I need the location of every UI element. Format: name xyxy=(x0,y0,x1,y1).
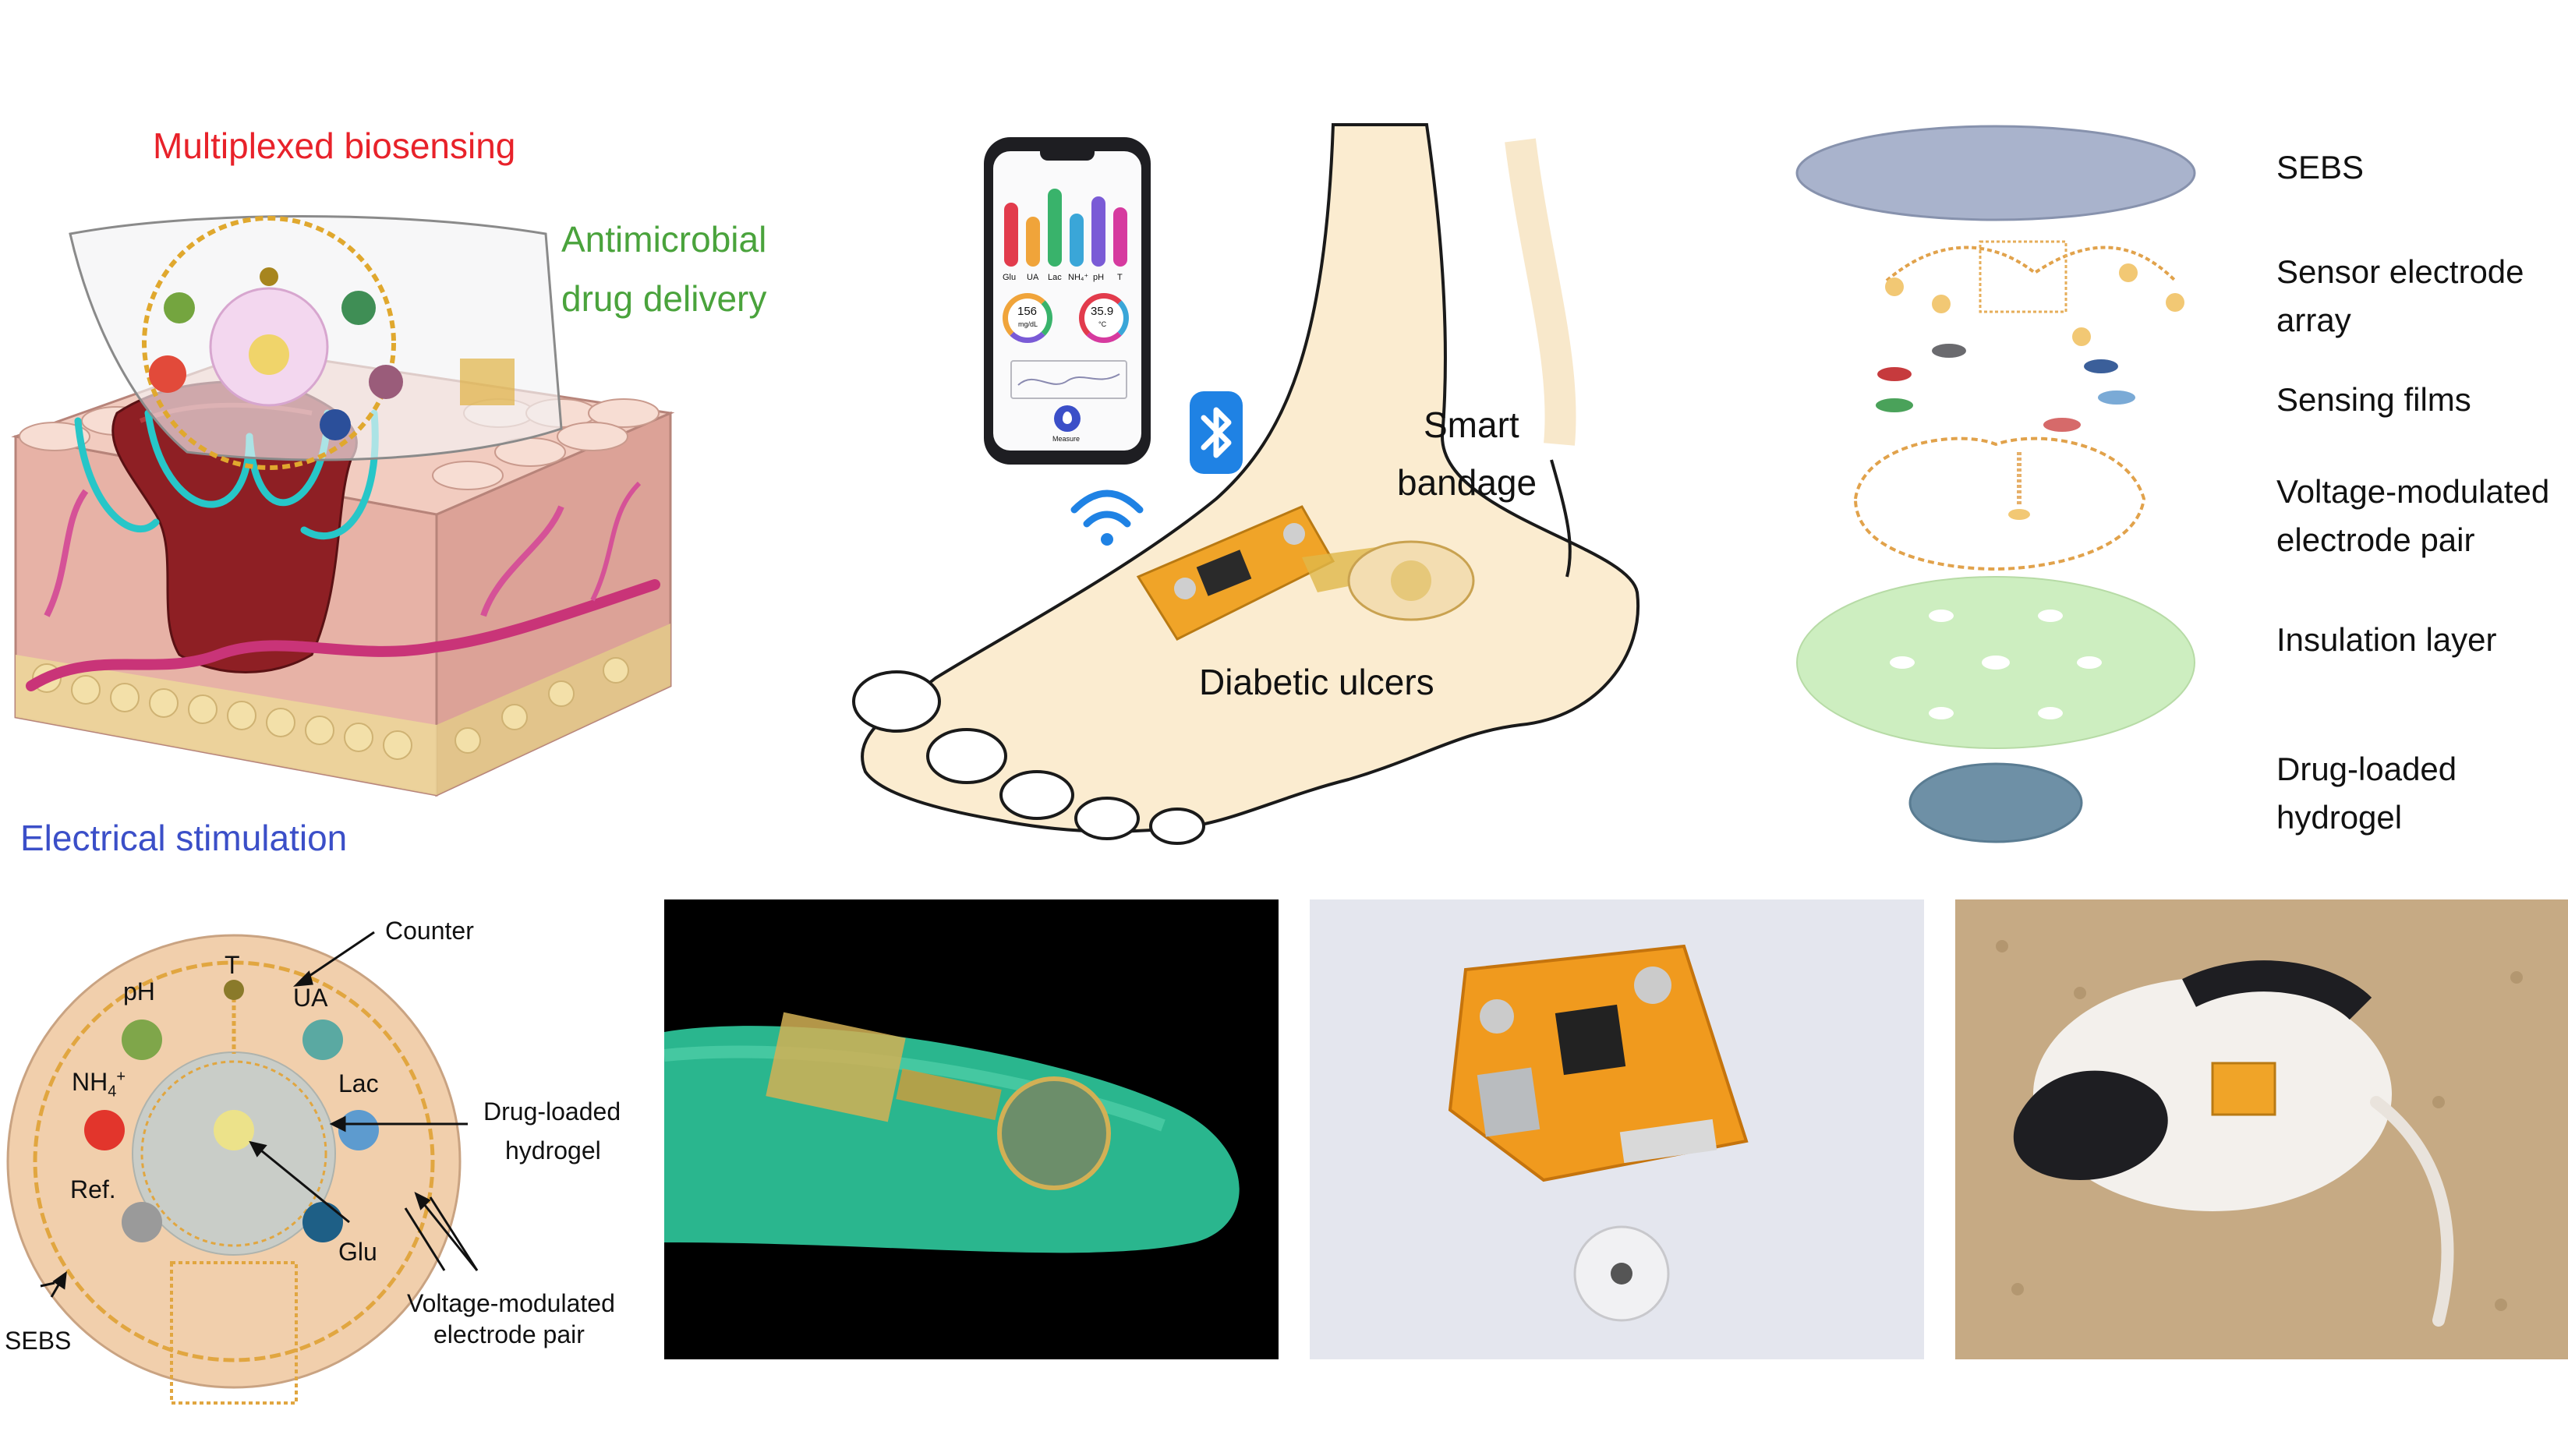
phone-measure-label: Measure xyxy=(1052,435,1081,443)
phone-bar-label-ph: pH xyxy=(1093,273,1105,282)
photo-circuit-board xyxy=(1310,899,1924,1359)
phone-gauge1-unit: mg/dL xyxy=(1018,320,1038,328)
label-nh4: NH4+ xyxy=(72,1068,126,1101)
layer-hydrogel-line1: Drug-loaded xyxy=(2276,751,2457,787)
skin-wound-illustration xyxy=(11,215,675,797)
phone-bar-label-ua: UA xyxy=(1027,273,1039,282)
dot-nh4 xyxy=(84,1110,125,1150)
label-sebs: SEBS xyxy=(5,1327,72,1355)
label-layer-sebs: SEBS xyxy=(2276,143,2364,192)
layer-sensor-line1: Sensor electrode xyxy=(2276,253,2524,290)
label-layer-insulation: Insulation layer xyxy=(2276,616,2497,664)
label-bandage: bandage xyxy=(1397,462,1537,503)
phone-bar-ua xyxy=(1026,217,1040,267)
phone-screen: Glu UA Lac NH₄⁺ pH T 156 mg/dL 35.9 °C M… xyxy=(993,151,1141,451)
label-electrical-stimulation: Electrical stimulation xyxy=(20,818,348,858)
phone-bar-label-nh4: NH₄⁺ xyxy=(1068,273,1089,282)
phone-bar-glu xyxy=(1004,203,1018,267)
phone-gauge1-value: 156 xyxy=(1017,305,1038,318)
smartphone: Glu UA Lac NH₄⁺ pH T 156 mg/dL 35.9 °C M… xyxy=(984,137,1151,465)
label-vm-line1: Voltage-modulated xyxy=(407,1289,615,1317)
phone-bar-t xyxy=(1113,207,1127,267)
dot-lac xyxy=(338,1110,379,1150)
layer-hydrogel-line2: hydrogel xyxy=(2276,799,2403,836)
layer-insulation-text: Insulation layer xyxy=(2276,621,2497,658)
phone-bar-label-lac: Lac xyxy=(1048,273,1062,282)
layer-sebs-text: SEBS xyxy=(2276,149,2365,186)
exploded-layer-stack xyxy=(1795,125,2196,843)
layer-films-text: Sensing films xyxy=(2276,381,2471,418)
droplet-icon xyxy=(1063,412,1072,424)
label-nh4-sup: + xyxy=(116,1068,126,1086)
layer-sensor-electrode-array xyxy=(1885,240,2184,346)
bluetooth-icon xyxy=(1190,391,1243,474)
phone-bar-lac xyxy=(1048,189,1062,267)
photo-rat-with-bandage xyxy=(1955,899,2568,1359)
layer-drug-loaded-hydrogel xyxy=(1908,762,2083,843)
label-layer-sensor-electrode: Sensor electrode array xyxy=(2276,248,2524,345)
bandage-board xyxy=(1136,505,1475,641)
dot-ref xyxy=(122,1202,162,1242)
phone-bar-ph xyxy=(1091,196,1105,267)
label-drug-loaded: Drug-loaded xyxy=(483,1097,621,1126)
layer-sebs xyxy=(1795,125,2196,221)
layer-voltage-modulated-electrode-pair xyxy=(1853,436,2146,571)
dot-ua xyxy=(302,1020,343,1060)
label-ref: Ref. xyxy=(70,1175,116,1203)
label-nh4-main: NH xyxy=(72,1068,108,1096)
phone-gauge2-unit: °C xyxy=(1098,320,1107,328)
phone-bar-label-t: T xyxy=(1117,273,1123,282)
dot-center xyxy=(214,1110,254,1150)
dot-t xyxy=(224,980,244,1000)
layer-vm-line2: electrode pair xyxy=(2276,521,2475,558)
label-layer-voltage-modulated: Voltage-modulated electrode pair xyxy=(2276,468,2549,564)
label-lac: Lac xyxy=(338,1069,379,1097)
phone-measure-button[interactable] xyxy=(1054,405,1081,432)
label-glu: Glu xyxy=(338,1238,377,1266)
layer-sensor-line2: array xyxy=(2276,302,2351,338)
layer-vm-line1: Voltage-modulated xyxy=(2276,473,2550,510)
phone-trend-chart xyxy=(1010,360,1127,399)
phone-gauge-glucose: 156 mg/dL xyxy=(1003,293,1052,343)
phone-notch xyxy=(1040,151,1095,161)
label-layer-hydrogel: Drug-loaded hydrogel xyxy=(2276,745,2457,842)
phone-gauge-temperature: 35.9 °C xyxy=(1079,293,1129,343)
dot-ph xyxy=(122,1020,162,1060)
label-ph: pH xyxy=(123,977,155,1005)
label-multiplexed-biosensing: Multiplexed biosensing xyxy=(153,125,516,166)
label-smart: Smart xyxy=(1424,405,1519,445)
label-counter: Counter xyxy=(385,917,474,945)
dot-glu xyxy=(302,1202,343,1242)
wifi-icon xyxy=(1070,489,1144,546)
label-vm-line2: electrode pair xyxy=(433,1320,585,1348)
label-antimicrobial: Antimicrobial xyxy=(561,219,767,260)
phone-bar-nh4 xyxy=(1070,214,1084,267)
label-layer-sensing-films: Sensing films xyxy=(2276,376,2471,424)
label-diabetic-ulcers: Diabetic ulcers xyxy=(1199,662,1434,702)
phone-bar-chart: Glu UA Lac NH₄⁺ pH T xyxy=(999,175,1135,284)
phone-gauge2-value: 35.9 xyxy=(1091,305,1114,318)
foot-illustration xyxy=(852,123,1640,845)
layer-sensing-films xyxy=(1876,344,2135,432)
electrode-layout-diagram xyxy=(6,931,479,1405)
photo-finger-sensor xyxy=(664,899,1279,1359)
label-t: T xyxy=(225,951,240,979)
phone-bar-label-glu: Glu xyxy=(1003,273,1017,282)
label-ua: UA xyxy=(293,984,328,1012)
label-drug-delivery: drug delivery xyxy=(561,278,767,319)
label-nh4-sub: 4 xyxy=(108,1083,117,1101)
label-hydrogel: hydrogel xyxy=(505,1136,601,1164)
